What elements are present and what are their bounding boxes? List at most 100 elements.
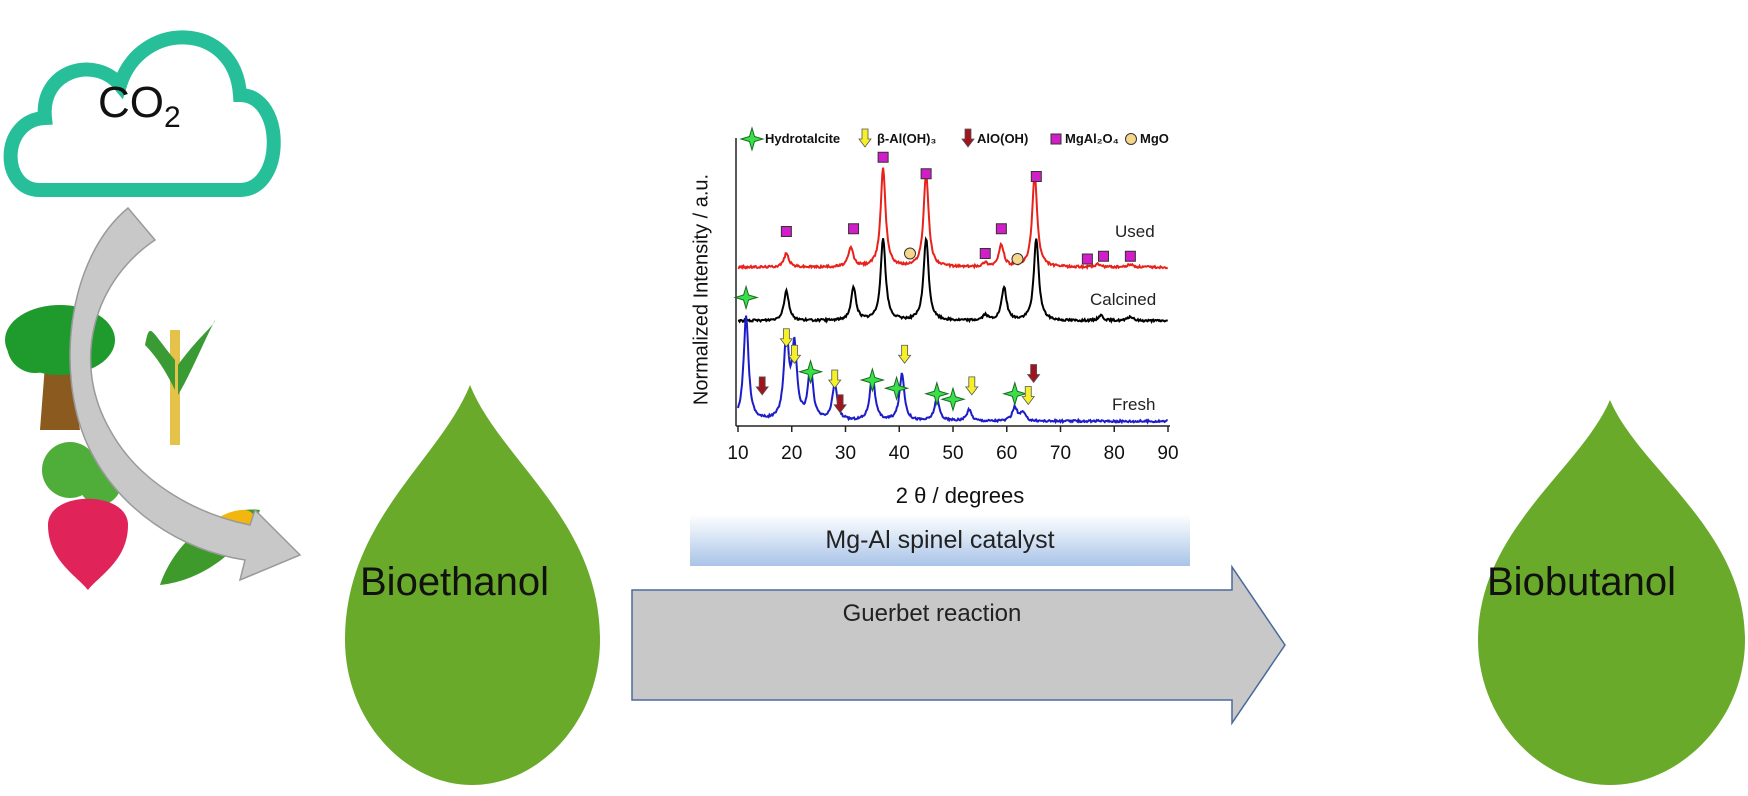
star-icon — [883, 375, 910, 402]
yellow-arrow-marker — [827, 369, 842, 389]
square-marker — [1081, 253, 1093, 265]
legend-hydrotalcite: Hydrotalcite — [765, 131, 841, 146]
star-marker — [924, 380, 950, 407]
x-tick-label: 70 — [1049, 443, 1072, 464]
biobutanol-label: Biobutanol — [1487, 560, 1677, 604]
square-icon — [1124, 250, 1136, 262]
x-tick-label: 60 — [996, 443, 1018, 464]
x-tick-label: 30 — [834, 443, 857, 464]
square-icon — [1030, 171, 1042, 182]
yellow-arrow-marker — [965, 376, 979, 396]
series-calcined — [737, 236, 1169, 325]
catalyst-label: Mg-Al spinel catalyst — [690, 514, 1190, 566]
down-arrow-icon — [858, 128, 872, 148]
square-icon — [1098, 250, 1109, 262]
square-marker — [877, 151, 889, 163]
xrd-chart — [733, 126, 1170, 432]
circle-icon — [1125, 133, 1137, 145]
x-tick-label: 10 — [727, 443, 749, 464]
legend-mgal2o4: MgAl₂O₄ — [1065, 131, 1119, 146]
reaction-label: Guerbet reaction — [842, 600, 1022, 627]
yellow-arrow-marker — [787, 344, 802, 364]
star-marker — [733, 284, 759, 311]
square-marker — [1050, 133, 1062, 145]
square-marker — [920, 168, 932, 180]
square-marker — [780, 226, 792, 237]
down-arrow-icon — [1026, 364, 1041, 384]
circle-marker — [904, 247, 916, 260]
yellow-arrow-marker — [858, 128, 872, 148]
x-tick-label: 80 — [1103, 443, 1125, 464]
x-axis-label: 2 θ / degrees — [895, 483, 1025, 508]
red-arrow-marker — [1026, 364, 1041, 384]
bioethanol-drop — [345, 385, 600, 785]
square-icon — [1081, 253, 1093, 265]
square-icon — [995, 223, 1007, 235]
legend-alooh: AlO(OH) — [977, 131, 1029, 146]
star-marker — [940, 386, 966, 413]
down-arrow-icon — [833, 394, 847, 414]
red-arrow-marker — [755, 376, 769, 396]
square-marker — [1124, 250, 1136, 262]
square-icon — [920, 168, 932, 180]
square-icon — [877, 151, 889, 163]
curved-arrow-icon — [69, 206, 302, 582]
star-marker — [883, 375, 910, 402]
circle-icon — [904, 247, 916, 260]
down-arrow-icon — [787, 344, 802, 364]
bioethanol-label: Bioethanol — [360, 560, 550, 604]
down-arrow-icon — [961, 128, 975, 148]
star-marker — [797, 358, 824, 385]
circle-marker — [1011, 253, 1024, 265]
sugarcane-icon — [145, 320, 215, 445]
star-icon — [940, 386, 966, 413]
square-icon — [848, 223, 860, 235]
star-marker — [739, 126, 765, 152]
star-icon — [797, 358, 824, 385]
circle-marker — [1125, 133, 1137, 145]
star-icon — [733, 284, 759, 311]
star-marker — [859, 367, 886, 393]
co2-label: CO2 — [98, 78, 181, 134]
down-arrow-icon — [965, 376, 979, 396]
x-tick-label: 50 — [942, 443, 964, 464]
down-arrow-icon — [827, 369, 842, 389]
cloud-icon — [3, 30, 281, 197]
star-marker — [1002, 380, 1028, 407]
square-marker — [1098, 250, 1109, 262]
series-label-calcined: Calcined — [1090, 290, 1157, 309]
yellow-arrow-marker — [897, 344, 912, 364]
series-label-fresh: Fresh — [1112, 395, 1156, 414]
biobutanol-drop — [1478, 400, 1745, 785]
series-label-used: Used — [1115, 222, 1155, 241]
star-icon — [859, 367, 886, 393]
down-arrow-icon — [779, 328, 794, 348]
square-marker — [995, 223, 1007, 235]
yellow-arrow-marker — [1021, 386, 1036, 406]
square-marker — [848, 223, 860, 235]
star-icon — [739, 126, 765, 152]
square-icon — [780, 226, 792, 237]
down-arrow-icon — [1021, 386, 1036, 406]
square-marker — [979, 248, 991, 259]
reaction-arrow — [631, 564, 1286, 726]
square-marker — [1030, 171, 1042, 182]
star-icon — [924, 380, 950, 407]
star-icon — [1002, 380, 1028, 407]
red-arrow-marker — [833, 394, 847, 414]
down-arrow-icon — [897, 344, 912, 364]
circle-icon — [1011, 253, 1024, 265]
square-icon — [1050, 133, 1062, 145]
series-used — [737, 167, 1168, 271]
legend-beta-aloh3: β-Al(OH)₃ — [877, 131, 937, 146]
red-arrow-marker — [961, 128, 975, 148]
x-tick-label: 90 — [1157, 443, 1179, 464]
square-icon — [979, 248, 991, 259]
y-axis-label: Normalized Intensity / a.u. — [690, 173, 713, 406]
down-arrow-icon — [755, 376, 769, 396]
beet-icon — [42, 442, 128, 590]
x-tick-label: 40 — [888, 443, 910, 464]
x-tick-label: 20 — [781, 443, 803, 464]
yellow-arrow-marker — [779, 328, 794, 348]
